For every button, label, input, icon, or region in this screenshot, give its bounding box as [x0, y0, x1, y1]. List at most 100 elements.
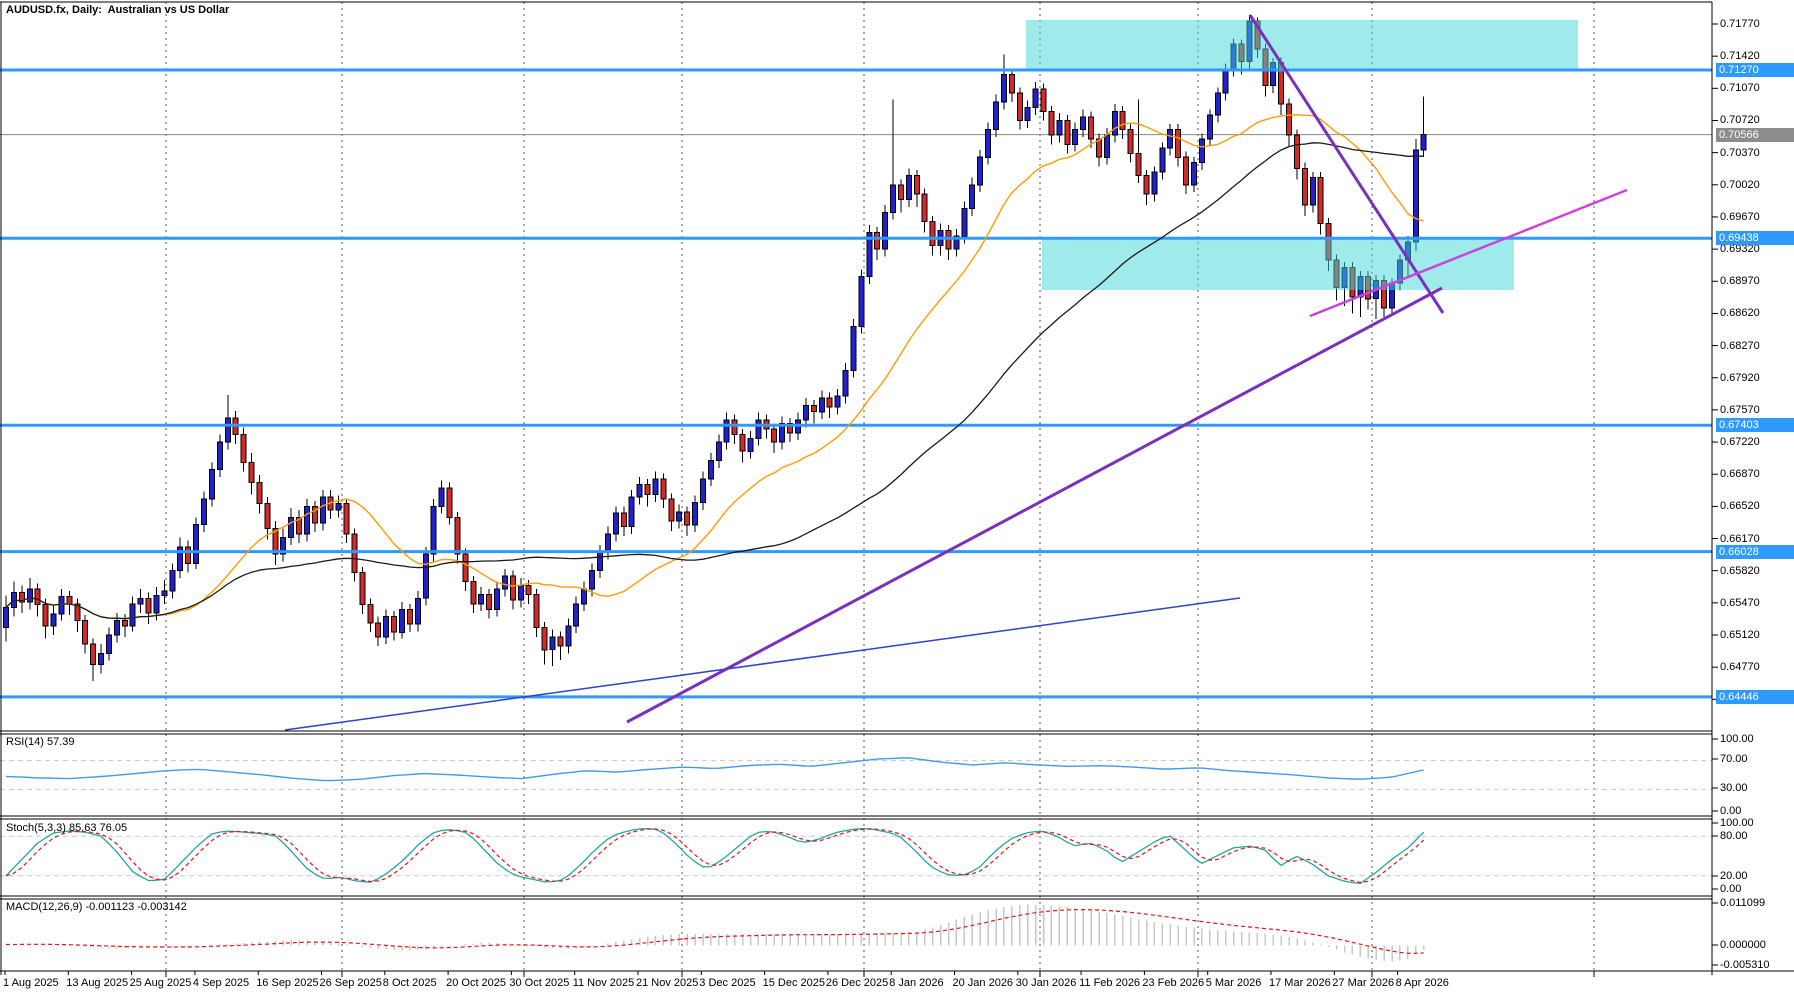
candle-bearish: [668, 498, 675, 522]
candle-bullish: [882, 211, 889, 250]
candle-bearish: [1064, 120, 1071, 145]
candle-bearish: [1135, 153, 1142, 177]
time-axis-label: 30 Oct 2025: [509, 977, 570, 989]
candle-bearish: [470, 581, 477, 605]
time-axis-label: 21 Nov 2025: [636, 977, 699, 989]
price-axis-label: 0.68970: [1720, 275, 1760, 288]
candle-bearish: [1119, 110, 1126, 131]
candle-bearish: [913, 175, 920, 195]
candle-bullish: [866, 232, 873, 278]
macd-histogram: [5, 904, 1425, 962]
candle-bullish: [1056, 120, 1063, 136]
candle-bullish: [1103, 134, 1110, 158]
candle-bullish: [747, 437, 754, 452]
price-axis-label: 0.64770: [1720, 661, 1760, 674]
candle-bearish: [240, 434, 247, 463]
candle-bullish: [802, 404, 809, 421]
candle-bullish: [153, 595, 160, 614]
supply-demand-zone-1: [1026, 20, 1578, 71]
time-axis-label: 20 Jan 2026: [952, 977, 1014, 989]
price-axis-label: 0.66520: [1720, 500, 1760, 513]
sr-price-badge: 0.71270: [1716, 62, 1794, 77]
candle-bearish: [18, 592, 25, 603]
candle-bearish: [1096, 138, 1102, 158]
candle-bearish: [486, 594, 493, 610]
stoch-k-line: [5, 827, 1425, 885]
candle-bullish: [818, 397, 825, 413]
time-axis-label: 20 Oct 2025: [446, 977, 507, 989]
candle-bullish: [953, 235, 960, 250]
price-axis-label: 0.68270: [1720, 339, 1760, 352]
macd-axis-label: 0.011099: [1720, 897, 1766, 909]
candle-bullish: [1198, 138, 1205, 164]
candle-bearish: [533, 594, 540, 629]
time-axis-label: 15 Dec 2025: [762, 977, 825, 989]
price-axis-label: 0.66870: [1720, 468, 1760, 481]
time-axis-label: 3 Dec 2025: [699, 977, 756, 989]
candle-bullish: [779, 423, 786, 443]
candle-bullish: [969, 184, 976, 210]
candle-bullish: [589, 570, 596, 590]
candle-bearish: [684, 511, 691, 526]
candle-bullish: [604, 533, 611, 553]
candle-bullish: [319, 496, 326, 524]
candle-bearish: [1048, 110, 1055, 136]
candle-bullish: [1191, 162, 1197, 186]
candle-bearish: [929, 221, 936, 246]
candle-bearish: [541, 627, 548, 651]
candle-bullish: [597, 551, 603, 572]
candle-bullish: [201, 498, 207, 526]
candle-bearish: [391, 616, 398, 633]
current-price-badge: 0.70566: [1716, 127, 1794, 142]
rsi-line: [5, 757, 1424, 782]
stoch-axis-label: 0.00: [1720, 883, 1742, 895]
candle-bullish: [977, 156, 984, 186]
price-axis-label: 0.69320: [1720, 243, 1760, 256]
candle-bullish: [494, 588, 500, 610]
candle-bearish: [898, 184, 904, 201]
price-axis-label: 0.67920: [1720, 371, 1760, 384]
candle-bearish: [1088, 116, 1094, 140]
candle-bullish: [335, 503, 342, 511]
candle-bullish: [652, 478, 659, 495]
candle-bearish: [351, 533, 358, 574]
candle-bearish: [446, 487, 453, 518]
candle-bullish: [430, 505, 437, 555]
price-axis-label: 0.65820: [1720, 564, 1760, 577]
candle-bullish: [890, 184, 896, 213]
candle-bullish: [1206, 114, 1213, 140]
candle-bullish: [700, 478, 706, 504]
time-axis-label: 4 Sep 2025: [192, 977, 250, 989]
candle-bearish: [660, 478, 667, 500]
sr-price-badge: 0.67403: [1716, 418, 1794, 433]
candle-bullish: [422, 553, 429, 599]
price-axis-label: 0.67220: [1720, 436, 1760, 449]
candle-bullish: [573, 603, 580, 627]
ascending-magenta: [1309, 188, 1628, 318]
stoch-d-line: [5, 828, 1425, 884]
candle-bullish: [1024, 107, 1031, 121]
candle-bearish: [826, 397, 833, 408]
stoch-axis-label: 80.00: [1720, 830, 1748, 842]
candle-bearish: [874, 232, 881, 250]
candle-bullish: [676, 511, 683, 522]
candle-bullish: [905, 175, 912, 201]
candle-bullish: [1222, 68, 1229, 94]
candle-bearish: [739, 434, 746, 452]
candle-bullish: [177, 546, 184, 572]
time-axis-label: 13 Aug 2025: [66, 977, 129, 989]
ascending-blue-thin: [284, 597, 1241, 731]
candle-bullish: [216, 441, 223, 471]
candle-bullish: [985, 129, 992, 158]
stoch-indicator-label: Stoch(5,3,3) 85.63 76.05: [6, 822, 128, 834]
candle-bearish: [525, 584, 532, 596]
stoch-axis-label: 20.00: [1720, 870, 1748, 882]
candle-bullish: [961, 208, 968, 237]
candle-bullish: [414, 597, 421, 625]
ascending-support-thick-purple: [626, 286, 1443, 724]
candle-bullish: [692, 502, 698, 526]
candle-bullish: [834, 395, 841, 408]
candle-bullish: [304, 505, 310, 535]
